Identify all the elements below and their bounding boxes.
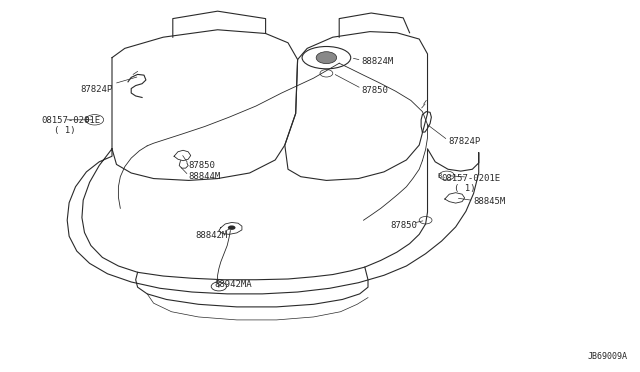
Text: B: B (437, 173, 441, 179)
Text: 88842M: 88842M (195, 231, 227, 240)
Text: 87850: 87850 (362, 86, 388, 94)
Text: 87850: 87850 (189, 161, 216, 170)
Text: ( 1): ( 1) (454, 185, 476, 193)
Text: 88844M: 88844M (189, 172, 221, 181)
Text: 88824M: 88824M (362, 57, 394, 66)
Text: 87850: 87850 (390, 221, 417, 230)
Text: 88845M: 88845M (474, 197, 506, 206)
Text: 08157-0201E: 08157-0201E (442, 174, 500, 183)
Text: 08157-0201E: 08157-0201E (42, 116, 100, 125)
Text: ( 1): ( 1) (54, 126, 76, 135)
Circle shape (228, 225, 236, 230)
Text: B: B (84, 117, 88, 123)
Text: 87824P: 87824P (80, 85, 112, 94)
Text: JB69009A: JB69009A (588, 352, 627, 361)
Text: 87824P: 87824P (448, 137, 480, 146)
Circle shape (316, 52, 337, 64)
Text: 88942MA: 88942MA (214, 280, 252, 289)
